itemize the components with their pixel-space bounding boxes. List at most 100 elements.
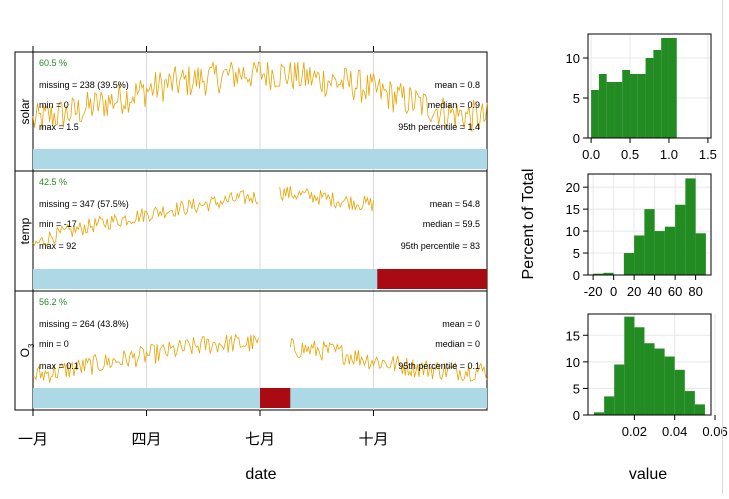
y-tick-label: 5 [573, 381, 580, 396]
data-coverage-bar [33, 269, 487, 289]
histogram-bar [623, 253, 635, 275]
y-tick-label: 20 [566, 180, 580, 195]
histogram-bar [653, 50, 662, 138]
histogram-bar [634, 235, 645, 275]
x-tick-label: 1.0 [660, 147, 678, 162]
histogram-bar [664, 356, 675, 415]
x-axis-label: value [629, 466, 667, 483]
y-tick-label: 10 [566, 355, 580, 370]
y-tick-label: 10 [566, 51, 580, 66]
series-line [32, 333, 488, 383]
ts-panel-temp: temp 42.5 % missing = 347 (57.5%) min = -17… [15, 170, 487, 289]
histogram-bar [684, 391, 695, 415]
x-tick-label: 七月 [245, 431, 275, 448]
mean-stat: mean = 54.8 [430, 199, 480, 209]
histogram-bar [614, 364, 625, 415]
histogram-bar [637, 74, 646, 138]
panel-label: temp [18, 217, 32, 244]
hist-frame [587, 33, 712, 139]
x-tick-label: 0.5 [621, 147, 639, 162]
x-tick-label: -20 [584, 284, 603, 299]
max-stat: max = 92 [39, 241, 76, 251]
time-series-plot: solar 60.5 % missing = 238 (39.5%) min = 0 m… [14, 46, 488, 483]
median-stat: median = 59.5 [423, 219, 480, 229]
median-stat: median = 0.9 [428, 100, 480, 110]
histogram-bar [695, 233, 706, 275]
max-stat: max = 1.5 [39, 122, 79, 132]
y-tick-label: 0 [573, 131, 580, 146]
histogram-panel-temp: 0 5 10 15 20 -20 0 20 40 60 80 [566, 173, 712, 299]
data-coverage-bar [33, 149, 487, 169]
histogram-panel-solar: 0 5 10 0.0 0.5 1.0 1.5 [566, 33, 717, 162]
histogram-bar [622, 70, 631, 138]
x-tick-label: 四月 [131, 431, 161, 448]
histogram-bar [654, 231, 665, 275]
y-tick-label: 0 [573, 268, 580, 283]
histogram-bar [645, 58, 654, 138]
histogram-bar [614, 82, 623, 138]
percentile-stat: 95th percentile = 1.4 [398, 122, 480, 132]
histogram-bar [664, 226, 676, 275]
x-tick-label: 一月 [18, 431, 48, 448]
mean-stat: mean = 0.8 [435, 80, 480, 90]
histogram-bar [603, 272, 614, 275]
median-stat: median = 0 [435, 339, 480, 349]
histogram-bar [604, 396, 615, 415]
x-tick-label: 0.06 [702, 424, 727, 439]
histogram-bar [630, 74, 638, 138]
histogram-bar [644, 209, 655, 275]
x-axis-label: date [245, 466, 276, 483]
histogram-bar [668, 38, 677, 138]
y-tick-label: 5 [573, 246, 580, 261]
x-tick-label: 十月 [358, 431, 388, 448]
x-tick-label: 60 [668, 284, 682, 299]
missing-data-bar [260, 388, 291, 408]
percent-complete: 60.5 % [39, 58, 67, 68]
percentile-stat: 95th percentile = 0.1 [398, 361, 480, 371]
histogram-bar [654, 348, 665, 415]
ts-frame [14, 51, 488, 411]
hist-frame [587, 173, 712, 276]
ts-panel-solar: solar 60.5 % missing = 238 (39.5%) min = 0 m… [18, 58, 488, 169]
histogram-bar [661, 38, 669, 138]
histogram-bar [598, 74, 607, 138]
histogram-bar [674, 369, 685, 415]
x-tick-label: 0 [610, 284, 617, 299]
histogram-bar [593, 273, 604, 275]
mean-stat: mean = 0 [442, 319, 480, 329]
min-stat: min = -17 [39, 219, 77, 229]
window-edge [722, 0, 723, 494]
x-tick-label: 0.04 [662, 424, 687, 439]
series-line [32, 186, 374, 247]
x-tick-label: 40 [647, 284, 661, 299]
histogram-bar [624, 316, 635, 415]
y-tick-label: 10 [566, 224, 580, 239]
percentile-stat: 95th percentile = 83 [401, 241, 480, 251]
histogram-bar [634, 327, 645, 415]
percent-complete: 42.5 % [39, 177, 67, 187]
histogram-plot: 0 5 10 0.0 0.5 1.0 1.5 0 5 10 15 20 -20 0 20 40 60 80 0 5 10… [520, 33, 728, 483]
y-tick-label: 0 [573, 408, 580, 423]
histogram-bar [606, 82, 615, 138]
x-tick-label: 20 [627, 284, 641, 299]
missing-stat: missing = 238 (39.5%) [39, 80, 129, 90]
histogram-bar [591, 90, 599, 138]
panel-label: solar [18, 98, 32, 124]
panel-label-subscript: 3 [27, 343, 36, 348]
y-axis-label: Percent of Total [520, 169, 537, 280]
min-stat: min = 0 [39, 100, 69, 110]
y-tick-label: 5 [573, 91, 580, 106]
series-line [32, 61, 488, 132]
x-tick-label: 0.0 [582, 147, 600, 162]
x-tick-label: 80 [688, 284, 702, 299]
missing-data-bar [377, 269, 487, 289]
y-tick-label: 15 [566, 328, 580, 343]
hist-frame [587, 313, 712, 416]
x-tick-label: 0.02 [622, 424, 647, 439]
histogram-bar [644, 343, 655, 415]
histogram-bar [685, 178, 696, 275]
histogram-bar [675, 204, 686, 275]
